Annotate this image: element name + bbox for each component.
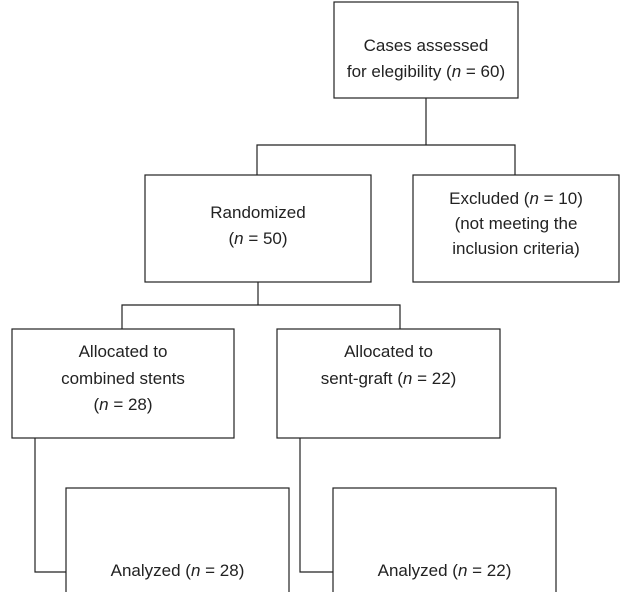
text-segment: = 22) — [412, 369, 456, 388]
italic-symbol: n — [99, 395, 108, 414]
text-segment: Cases assessed — [364, 36, 489, 55]
flow-node: Analyzed (n = 22) — [332, 487, 557, 592]
connector — [121, 304, 401, 329]
node-box — [276, 328, 501, 439]
node-text: (not meeting the — [455, 214, 578, 233]
text-segment: Allocated to — [79, 342, 168, 361]
connector — [256, 144, 516, 175]
node-box — [333, 1, 519, 99]
text-segment: = 28) — [109, 395, 153, 414]
node-text: Allocated to — [344, 342, 433, 361]
text-segment: sent-graft ( — [321, 369, 404, 388]
text-segment: combined stents — [61, 369, 185, 388]
node-text: Analyzed (n = 22) — [378, 561, 512, 580]
node-text: Cases assessed — [364, 36, 489, 55]
text-segment: Excluded ( — [449, 189, 530, 208]
node-box — [332, 487, 557, 592]
node-text: Allocated to — [79, 342, 168, 361]
text-segment: = 22) — [467, 561, 511, 580]
node-text: Excluded (n = 10) — [449, 189, 583, 208]
flow-node: Allocated to sent-graft (n = 22) — [276, 328, 501, 439]
text-segment: inclusion criteria) — [452, 239, 580, 258]
node-text: for elegibility (n = 60) — [347, 62, 505, 81]
text-segment: = 60) — [461, 62, 505, 81]
node-text: combined stents — [61, 369, 185, 388]
node-text: inclusion criteria) — [452, 239, 580, 258]
text-segment: (not meeting the — [455, 214, 578, 233]
connector — [299, 438, 333, 573]
text-segment: Allocated to — [344, 342, 433, 361]
text-segment: Randomized — [210, 203, 305, 222]
text-segment: Analyzed ( — [378, 561, 459, 580]
text-segment: ( — [228, 229, 234, 248]
text-segment: ( — [93, 395, 99, 414]
text-segment: = 10) — [539, 189, 583, 208]
node-text: sent-graft (n = 22) — [321, 369, 457, 388]
text-segment: Analyzed ( — [111, 561, 192, 580]
connector — [34, 438, 66, 573]
node-text: Analyzed (n = 28) — [111, 561, 245, 580]
node-text: Randomized — [210, 203, 305, 222]
node-text: (n = 28) — [93, 395, 152, 414]
node-box — [11, 328, 235, 439]
text-segment: = 28) — [200, 561, 244, 580]
italic-symbol: n — [234, 229, 243, 248]
italic-symbol: n — [403, 369, 412, 388]
flow-node: Cases assessed for elegibility (n = 60) — [333, 1, 519, 99]
flow-node: Allocated to combined stents (n = 28) — [11, 328, 235, 439]
text-segment: for elegibility ( — [347, 62, 452, 81]
node-box — [412, 174, 620, 283]
node-box — [144, 174, 372, 283]
italic-symbol: n — [529, 189, 538, 208]
text-segment: = 50) — [244, 229, 288, 248]
italic-symbol: n — [452, 62, 461, 81]
italic-symbol: n — [191, 561, 200, 580]
flow-node: Excluded (n = 10) (not meeting the inclusi… — [412, 174, 620, 283]
flow-node: Randomized (n = 50) — [144, 174, 372, 283]
node-text: (n = 50) — [228, 229, 287, 248]
italic-symbol: n — [458, 561, 467, 580]
node-box — [65, 487, 290, 592]
flow-node: Analyzed (n = 28) — [65, 487, 290, 592]
